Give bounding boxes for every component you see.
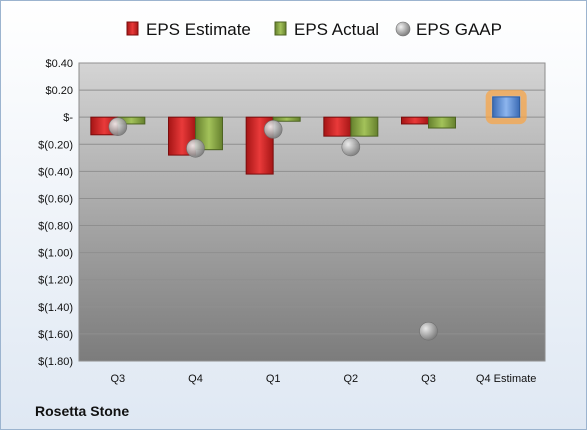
point-eps-gaap xyxy=(263,120,283,139)
bar-eps-estimate xyxy=(401,116,429,125)
x-axis: Q3 Q4 Q1 Q2 Q3 Q4 Estimate xyxy=(110,373,536,385)
company-name: Rosetta Stone xyxy=(35,403,130,419)
legend-swatch xyxy=(126,21,139,36)
plot-area xyxy=(78,62,546,362)
legend-swatch xyxy=(274,21,287,36)
y-tick-label: $0.20 xyxy=(45,85,73,97)
y-tick-label: $(0.80) xyxy=(38,221,73,233)
y-tick-label: $(0.20) xyxy=(38,139,73,151)
point-eps-gaap xyxy=(108,117,128,136)
legend-swatch xyxy=(395,21,411,37)
y-tick-label: $(0.60) xyxy=(38,193,73,205)
y-tick-label: $(0.40) xyxy=(38,166,73,178)
y-axis: $0.40 $0.20 $- $(0.20) $(0.40) $(0.60) $(0.80)… xyxy=(38,58,73,368)
legend: EPS Estimate EPS Actual EPS GAAP xyxy=(126,20,502,39)
legend-label: EPS Estimate xyxy=(146,20,251,39)
forecast-highlight xyxy=(485,89,527,125)
y-tick-label: $(1.60) xyxy=(38,329,73,341)
y-tick-label: $(1.00) xyxy=(38,248,73,260)
x-tick-label: Q3 xyxy=(421,373,436,385)
bar-eps-estimate xyxy=(323,116,352,137)
bar-eps-actual xyxy=(272,116,301,122)
x-tick-label: Q1 xyxy=(266,373,281,385)
y-tick-label: $- xyxy=(63,112,73,124)
bar-eps-actual xyxy=(350,116,379,137)
x-tick-label: Q3 xyxy=(110,373,125,385)
y-tick-label: $(1.80) xyxy=(38,356,73,368)
point-eps-gaap xyxy=(419,321,438,341)
bar-eps-forecast xyxy=(492,96,521,118)
x-tick-label: Q4 xyxy=(188,373,203,385)
legend-label: EPS GAAP xyxy=(416,20,502,39)
legend-label: EPS Actual xyxy=(294,20,379,39)
bars xyxy=(90,89,527,341)
point-eps-gaap xyxy=(186,139,205,158)
bar-eps-actual xyxy=(428,116,456,129)
gridlines xyxy=(79,62,545,362)
y-tick-label: $0.40 xyxy=(45,58,73,70)
x-tick-label: Q2 xyxy=(343,373,358,385)
y-tick-label: $(1.40) xyxy=(38,302,73,314)
point-eps-gaap xyxy=(341,137,361,157)
y-tick-label: $(1.20) xyxy=(38,275,73,287)
x-tick-label: Q4 Estimate xyxy=(476,373,537,385)
